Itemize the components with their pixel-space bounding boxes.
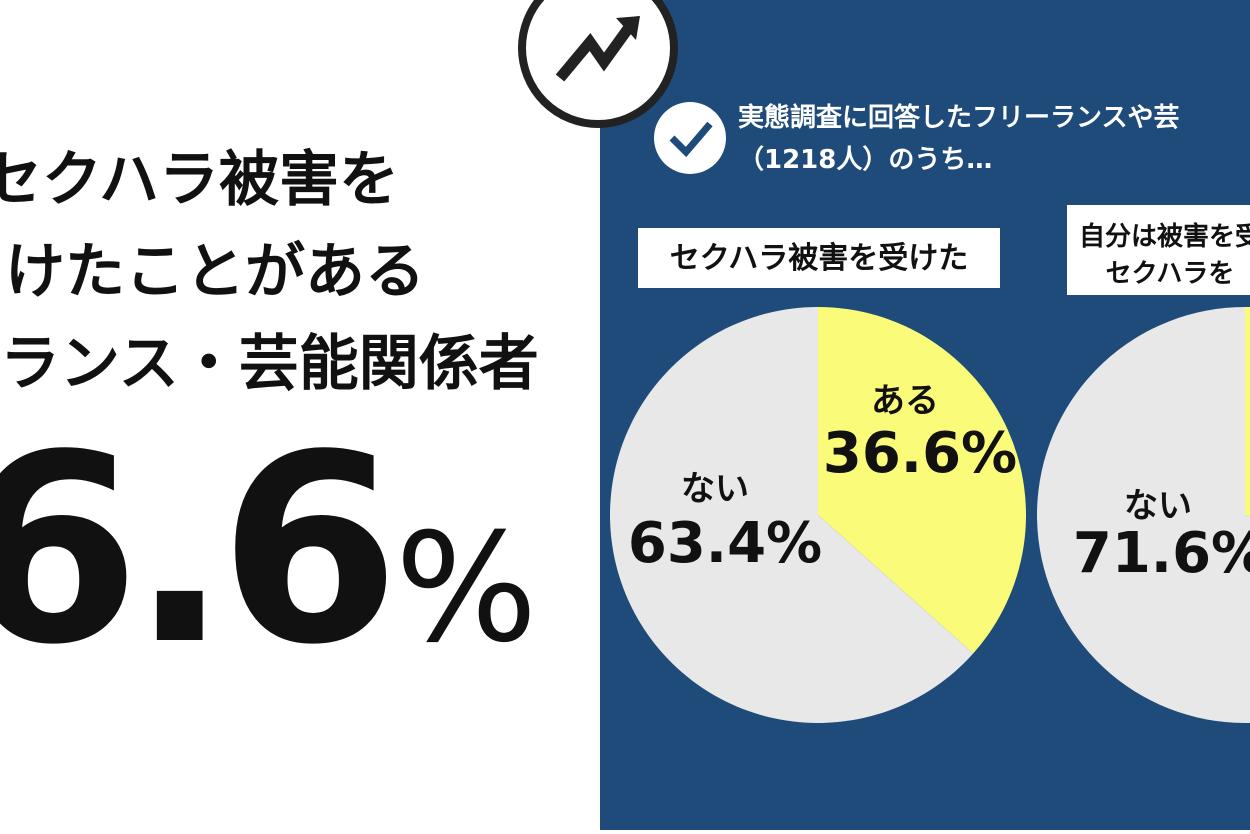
left-panel	[0, 0, 600, 830]
slice-value: 36.6%	[823, 421, 1017, 486]
logo-arrow-head	[616, 16, 640, 40]
headline-unit: %	[395, 502, 538, 676]
check-icon	[654, 102, 726, 174]
survey-line: 実態調査に回答したフリーランスや芸	[738, 102, 1179, 133]
headline-line: けたことがある	[5, 237, 425, 307]
title-box	[638, 228, 1000, 288]
headline-rate: 36.6	[0, 400, 390, 702]
slice-label: ない	[1124, 486, 1192, 526]
survey-line: （1218人）のうち…	[738, 145, 992, 175]
title-box	[1067, 205, 1250, 295]
check-mark	[669, 121, 713, 158]
chart-title: 自分は被害を受	[1079, 221, 1250, 252]
chart-title: セクハラ被害を受けた	[670, 241, 969, 276]
pie-slice	[610, 307, 974, 724]
logo-arrow	[555, 22, 635, 82]
headline-line: セクハラ被害を	[0, 145, 399, 215]
slice-label: ない	[681, 469, 749, 509]
headline-line: ランス・芸能関係者	[0, 329, 539, 399]
pie-slice	[1037, 307, 1250, 723]
slice-value: 63.4%	[628, 511, 822, 576]
slice-value: 71.6%	[1073, 521, 1250, 586]
slice-label: ある	[871, 381, 939, 421]
chart-title: セクハラを	[1106, 259, 1235, 289]
pie-slice	[1245, 307, 1250, 517]
pie-slice	[818, 307, 1027, 654]
